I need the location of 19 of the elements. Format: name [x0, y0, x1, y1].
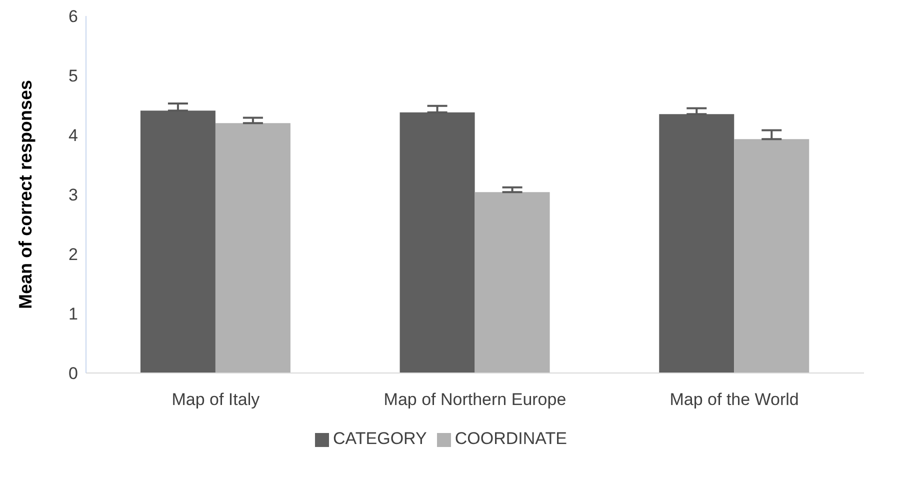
legend-label: CATEGORY — [333, 429, 427, 448]
bar — [659, 114, 734, 373]
legend-label: COORDINATE — [454, 429, 567, 448]
y-tick-label: 3 — [68, 186, 78, 205]
y-axis-title: Mean of correct responses — [15, 80, 36, 310]
y-tick-label: 6 — [68, 7, 78, 26]
y-tick-label: 4 — [68, 126, 78, 146]
x-tick-label: Map of Northern Europe — [384, 390, 566, 410]
bar — [140, 110, 216, 373]
bar — [474, 192, 550, 373]
bar — [734, 139, 810, 373]
x-tick-label: Map of the World — [670, 390, 799, 410]
y-tick-label: 2 — [68, 245, 78, 264]
x-tick-label: Map of Italy — [172, 390, 260, 410]
y-tick-label: 0 — [68, 364, 78, 384]
bar — [400, 112, 475, 373]
y-tick-label: 1 — [68, 304, 78, 324]
y-tick-label: 5 — [68, 66, 78, 86]
bar — [215, 123, 290, 373]
